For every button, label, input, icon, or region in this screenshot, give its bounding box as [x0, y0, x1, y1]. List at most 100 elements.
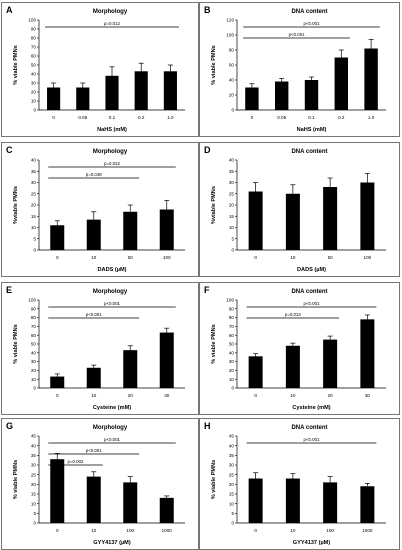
y-tick-label: 35	[229, 453, 235, 458]
panel-b: B DNA content 0 20 40 60 80 100 120 % viable PMNs…	[199, 2, 400, 137]
y-tick-label: 0	[231, 386, 234, 391]
y-tick-label: 25	[31, 191, 37, 196]
chart-title: DNA content	[291, 425, 327, 431]
y-tick-label: 20	[229, 482, 235, 487]
bar	[323, 187, 338, 250]
x-tick-label: 100	[326, 528, 334, 533]
y-tick-label: 25	[229, 472, 235, 477]
x-tick-label: 0.1	[308, 115, 315, 120]
y-axis-label: % viable PMNs	[211, 460, 217, 499]
y-tick-label: 20	[229, 368, 235, 373]
y-tick-label: 40	[229, 350, 235, 355]
p-value-label: p<0.001	[304, 437, 321, 442]
bar	[274, 81, 289, 110]
bar	[105, 75, 119, 110]
y-tick-label: 20	[31, 90, 37, 95]
x-tick-label: 0.05	[78, 115, 87, 120]
x-tick-label: 0	[254, 393, 257, 398]
x-tick-label: 10	[91, 393, 97, 398]
panel-letter: H	[204, 421, 211, 431]
bar	[248, 356, 263, 388]
x-axis-label: NaHS (mM)	[97, 127, 127, 133]
bar	[50, 459, 65, 523]
y-tick-label: 5	[231, 511, 234, 516]
bar	[50, 225, 65, 250]
y-tick-label: 50	[31, 63, 37, 68]
chart-title: Morphology	[93, 9, 128, 15]
y-tick-label: 40	[229, 443, 235, 448]
y-axis-label: % viable PMNs	[211, 45, 217, 84]
bar	[159, 332, 174, 388]
panel-letter: E	[6, 285, 12, 295]
panel-letter: C	[6, 145, 13, 155]
y-tick-label: 30	[229, 180, 235, 185]
y-axis-label: %viable PMNs	[211, 186, 217, 224]
x-axis-label: GYY4137 (µM)	[93, 540, 131, 546]
p-value-label: p=0.022	[104, 161, 121, 166]
x-tick-label: 0	[52, 115, 55, 120]
bar	[285, 345, 300, 388]
y-tick-label: 10	[31, 225, 37, 230]
x-tick-label: 0	[56, 255, 59, 260]
bar	[50, 376, 65, 388]
p-value-label: p=0.002	[68, 459, 85, 464]
x-axis-label: DADS (µM)	[97, 267, 126, 273]
x-tick-label: 100	[163, 255, 171, 260]
x-tick-label: 0	[56, 528, 59, 533]
y-tick-label: 30	[229, 359, 235, 364]
y-tick-label: 80	[229, 315, 235, 320]
y-axis-label: % viable PMNs	[13, 460, 19, 499]
y-tick-label: 20	[229, 203, 235, 208]
y-tick-label: 45	[229, 434, 235, 439]
bar	[323, 339, 338, 388]
bar	[285, 478, 300, 523]
x-tick-label: 10	[91, 528, 97, 533]
panel-h: H DNA content 0 5 10 15 20 25 30 35 40 45 % viable P…	[199, 418, 400, 550]
y-tick-label: 30	[31, 81, 37, 86]
chart-title: Morphology	[93, 149, 128, 155]
chart-title: DNA content	[291, 289, 327, 295]
chart-title: DNA content	[291, 9, 327, 15]
x-tick-label: 100	[126, 528, 134, 533]
panel-a: A Morphology 0 10 20 30 40 50 60 70 80 90 100 % viabl…	[1, 2, 199, 137]
x-tick-label: 1000	[362, 528, 373, 533]
bar	[159, 497, 174, 523]
y-tick-label: 40	[229, 158, 235, 163]
y-axis-label: % viable PMNs	[211, 324, 217, 363]
y-axis-label: % viable PMNs	[13, 324, 19, 363]
y-tick-label: 25	[229, 191, 235, 196]
y-tick-label: 5	[33, 236, 36, 241]
panel-frame	[1, 2, 199, 137]
bar	[248, 478, 263, 523]
y-tick-label: 90	[229, 306, 235, 311]
y-tick-label: 0	[33, 521, 36, 526]
x-tick-label: 0.05	[277, 115, 286, 120]
y-tick-label: 60	[31, 54, 37, 59]
y-tick-label: 30	[31, 359, 37, 364]
y-tick-label: 90	[31, 306, 37, 311]
p-value-label: p<0.001	[304, 21, 321, 26]
bar	[123, 482, 138, 523]
chart-title: DNA content	[291, 149, 327, 155]
bar	[360, 182, 375, 250]
x-tick-label: 50	[128, 255, 134, 260]
y-tick-label: 60	[31, 333, 37, 338]
x-tick-label: 30	[365, 393, 371, 398]
y-tick-label: 60	[229, 63, 235, 68]
y-tick-label: 30	[31, 180, 37, 185]
panel-letter: A	[6, 5, 13, 15]
y-axis-label: % viable PMNs	[13, 45, 19, 84]
x-tick-label: 1.0	[167, 115, 174, 120]
x-tick-label: 20	[128, 393, 134, 398]
y-tick-label: 120	[226, 18, 234, 23]
x-tick-label: 0	[251, 115, 254, 120]
p-value-label: p<0.001	[86, 448, 103, 453]
bar	[86, 219, 101, 250]
x-tick-label: 0	[56, 393, 59, 398]
panel-frame	[199, 2, 400, 137]
x-tick-label: 0	[254, 528, 257, 533]
x-tick-label: 30	[164, 393, 170, 398]
bar	[248, 191, 263, 250]
